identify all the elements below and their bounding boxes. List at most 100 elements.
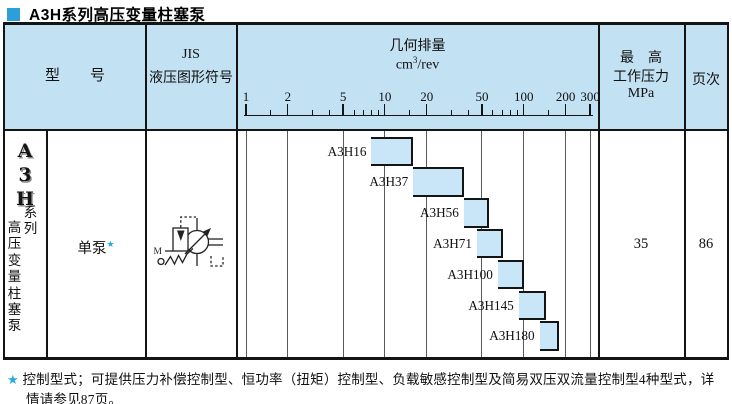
bar-label: A3H37 xyxy=(369,174,409,190)
axis-tick-minor xyxy=(492,110,494,115)
axis-tick-label: 20 xyxy=(420,89,434,104)
displacement-bar xyxy=(497,259,524,290)
table-border-bottom xyxy=(3,357,729,360)
displacement-bar xyxy=(463,198,489,228)
series-logo-letter-a: A xyxy=(17,140,33,162)
header-pressure-line2: 工作压力 xyxy=(613,70,669,85)
axis-tick-label: 10 xyxy=(378,89,392,104)
axis-tick-major xyxy=(287,104,289,115)
axis-tick-label: 100 xyxy=(514,89,534,104)
svg-text:M: M xyxy=(154,247,163,257)
bar-label: A3H16 xyxy=(327,143,367,159)
col-border-page-left xyxy=(684,25,686,357)
header-pressure-line3: MPa xyxy=(627,86,655,101)
star-icon: ★ xyxy=(106,239,115,250)
axis-tick-major xyxy=(523,104,525,115)
grid-line xyxy=(589,131,591,357)
axis-tick-major xyxy=(565,104,567,115)
axis-tick-major xyxy=(481,104,483,115)
bar-label: A3H56 xyxy=(419,205,459,221)
series-label-right: 系列 xyxy=(23,205,38,237)
footnote-line2: 情请参见87页。 xyxy=(26,392,123,404)
axis-tick-major xyxy=(426,104,428,115)
header-pressure-line1: 最 高 xyxy=(620,51,662,66)
unit-base: cm xyxy=(395,57,413,73)
bar-label: A3H145 xyxy=(468,297,514,313)
axis-tick-minor xyxy=(378,110,380,115)
header-displacement-title: 几何排量 xyxy=(389,39,446,54)
title-square-icon xyxy=(7,7,20,21)
grid-line xyxy=(565,131,567,357)
axis-tick-major xyxy=(384,104,386,115)
axis-tick-label: 200 xyxy=(555,89,576,104)
header-page: 页次 xyxy=(692,73,720,88)
axis-tick-label: 50 xyxy=(475,89,489,104)
col-border-pressure-left xyxy=(598,25,600,357)
axis-line xyxy=(244,114,593,117)
axis-tick-minor xyxy=(547,110,549,115)
axis-tick-major xyxy=(589,104,591,115)
axis-tick-minor xyxy=(362,110,364,115)
bar-label: A3H100 xyxy=(447,266,493,282)
unit-sup: 3 xyxy=(412,55,418,65)
page-title: A3H系列高压变量柱塞泵 xyxy=(29,7,206,24)
series-label-left: 高压变量柱塞泵 xyxy=(7,220,22,334)
axis-tick-minor xyxy=(450,110,452,115)
axis-tick-label: 2 xyxy=(284,89,292,104)
grid-line xyxy=(342,131,344,357)
header-jis-line2: 液压图形符号 xyxy=(149,71,233,86)
page-number-value: 86 xyxy=(698,236,714,252)
axis-tick-minor xyxy=(501,110,503,115)
axis-tick-minor xyxy=(516,110,518,115)
col-border-chart-left xyxy=(236,25,238,357)
header-jis-line1: JIS xyxy=(182,47,200,62)
displacement-bar xyxy=(539,321,560,351)
unit-rest: /rev xyxy=(417,57,440,73)
axis-tick-label: 5 xyxy=(339,89,347,104)
pump-type-cell: 单泵★ xyxy=(47,237,145,258)
displacement-bar xyxy=(518,290,546,321)
col-border-symbol-left xyxy=(145,25,147,357)
bar-label: A3H71 xyxy=(433,235,472,251)
axis-tick-minor xyxy=(370,110,372,115)
displacement-bar xyxy=(371,136,414,167)
axis-tick-minor xyxy=(329,110,331,115)
grid-line xyxy=(426,131,428,357)
footnote-line1: ★ 控制型式；可提供压力补偿控制型、恒功率（扭矩）控制型、负载敏感控制型及简易双… xyxy=(7,368,714,388)
table-border-top xyxy=(3,22,729,25)
axis-tick-label: 300 xyxy=(580,89,600,104)
axis-tick-minor xyxy=(509,110,511,115)
table-border-header-sep xyxy=(3,129,729,131)
header-displacement-unit: cm3/rev xyxy=(237,55,598,74)
pump-type-label: 单泵 xyxy=(77,241,107,257)
axis-tick-minor xyxy=(468,110,470,115)
table-border-left xyxy=(3,22,5,359)
star-icon: ★ xyxy=(7,372,19,387)
col-border-model-sub xyxy=(46,131,48,357)
grid-line xyxy=(384,131,386,357)
jis-hydraulic-symbol-icon: M xyxy=(154,216,224,267)
grid-line xyxy=(523,131,525,357)
page-title-row: A3H系列高压变量柱塞泵 xyxy=(7,3,206,25)
axis-tick-label: 1 xyxy=(242,89,250,104)
displacement-bar xyxy=(413,167,464,197)
grid-line xyxy=(245,131,247,357)
axis-tick-minor xyxy=(408,110,410,115)
axis-tick-minor xyxy=(269,110,271,115)
grid-line xyxy=(287,131,289,357)
axis-tick-major xyxy=(245,104,247,115)
header-model: 型 号 xyxy=(44,68,105,84)
footnote-text-1: 控制型式；可提供压力补偿控制型、恒功率（扭矩）控制型、负载敏感控制型及简易双压双… xyxy=(22,372,715,387)
axis-tick-minor xyxy=(353,110,355,115)
series-logo-letter-h: H xyxy=(16,188,34,210)
series-logo-letter-3: 3 xyxy=(18,164,32,186)
max-pressure-value: 35 xyxy=(633,236,649,252)
table-border-right xyxy=(727,22,729,359)
displacement-bar xyxy=(476,228,503,259)
bar-label: A3H180 xyxy=(489,328,535,344)
axis-tick-minor xyxy=(311,110,313,115)
table-header-bg xyxy=(5,25,727,129)
axis-tick-major xyxy=(342,104,344,115)
